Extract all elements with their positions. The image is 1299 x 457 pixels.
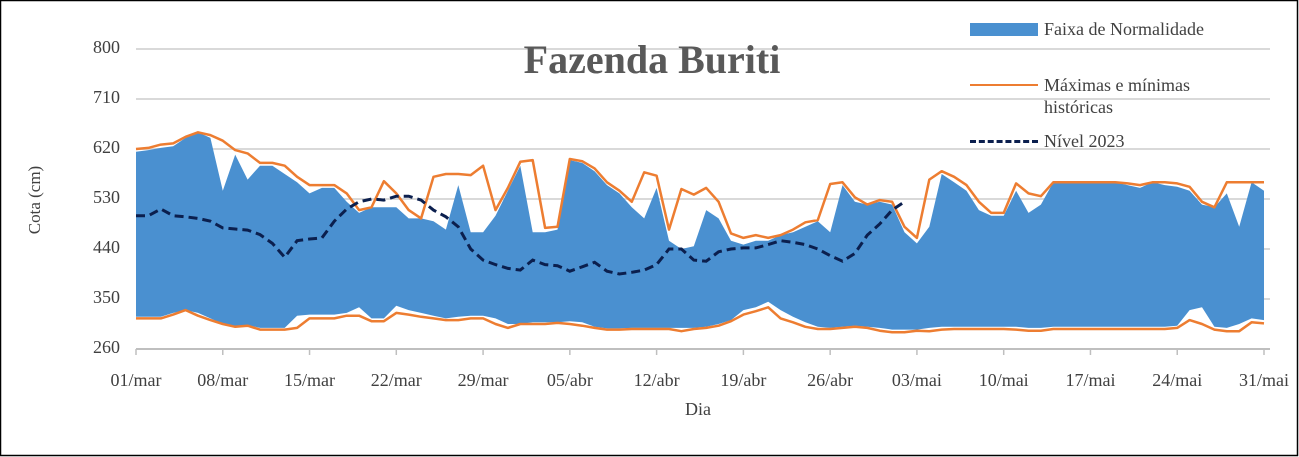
x-tick-label: 12/abr	[634, 370, 680, 390]
x-tick-label: 03/mai	[892, 370, 942, 390]
y-tick-label: 710	[93, 87, 120, 107]
y-tick-label: 440	[93, 237, 120, 257]
grid: 260 350 440 530 620 710 800 01/mar 08/mar 15/mar 2…	[93, 37, 1289, 390]
legend-swatch	[968, 130, 1038, 152]
y-tick-label: 260	[93, 337, 120, 357]
x-tick-label: 19/abr	[720, 370, 766, 390]
legend-symbol	[970, 23, 1038, 36]
y-tick-label: 350	[93, 287, 120, 307]
x-tick-label: 24/mai	[1152, 370, 1202, 390]
legend-entry: Máximas e mínimas históricas	[968, 74, 1268, 118]
legend-label: Nível 2023	[1044, 131, 1125, 151]
chart-title: Fazenda Buriti	[524, 37, 781, 82]
y-tick-label: 530	[93, 187, 120, 207]
legend-label: Máximas e mínimas históricas	[1044, 75, 1190, 117]
legend-entry: Faixa de Normalidade	[968, 18, 1268, 40]
x-tick-label: 01/mar	[111, 370, 162, 390]
level-line	[136, 194, 906, 276]
normal-band	[136, 132, 1264, 330]
y-tick-label: 800	[93, 37, 120, 57]
x-tick-label: 29/mar	[458, 370, 509, 390]
x-tick-label: 08/mar	[197, 370, 248, 390]
legend-label: Faixa de Normalidade	[1044, 19, 1204, 39]
legend-entry: Nível 2023	[968, 130, 1268, 152]
historic-min-line	[136, 306, 1265, 334]
y-axis-label: Cota (cm)	[25, 166, 44, 234]
legend-swatch	[968, 18, 1038, 40]
x-tick-label: 05/abr	[547, 370, 593, 390]
y-tick-label: 620	[93, 137, 120, 157]
marks	[135, 131, 1265, 334]
legend-swatch	[968, 74, 1038, 96]
x-tick-label: 31/mai	[1239, 370, 1289, 390]
x-tick-label: 22/mar	[371, 370, 422, 390]
historic-max-line	[135, 131, 1264, 240]
x-axis-label: Dia	[685, 399, 711, 419]
x-tick-label: 10/mai	[979, 370, 1029, 390]
x-tick-label: 26/abr	[807, 370, 853, 390]
x-tick-label: 15/mar	[284, 370, 335, 390]
legend-symbol	[970, 140, 1038, 143]
x-tick-label: 17/mai	[1065, 370, 1115, 390]
legend-symbol	[970, 84, 1038, 86]
